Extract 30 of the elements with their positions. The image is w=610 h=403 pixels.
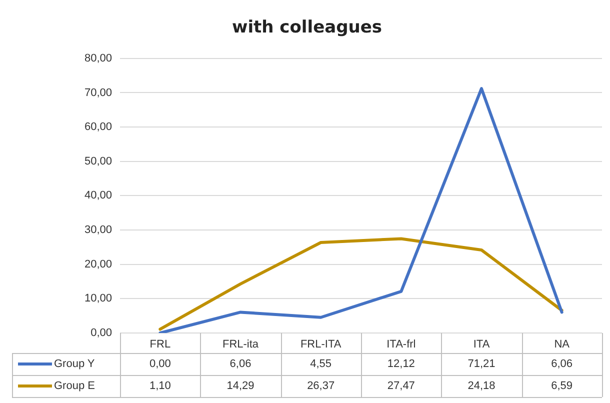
data-label: 6,06 [230,358,252,370]
data-label: 12,12 [387,358,415,370]
y-tick-label: 70,00 [84,86,112,99]
y-tick-label: 50,00 [84,155,112,168]
data-label: 71,21 [468,358,496,370]
y-tick-label: 30,00 [84,224,112,236]
data-label: 6,06 [551,358,573,370]
data-label: 4,55 [310,358,332,370]
x-tick-label: FRL-ITA [300,338,342,351]
x-tick-label: NA [554,338,570,351]
x-tick-label: FRL [150,338,171,351]
y-tick-label: 60,00 [84,121,112,134]
data-label: 24,18 [468,380,496,392]
legend-label: Group E [54,380,95,392]
y-tick-label: 0,00 [90,327,112,340]
data-label: 26,37 [307,380,335,392]
y-tick-label: 40,00 [84,190,112,202]
chart-title: with colleagues [232,18,382,38]
x-tick-label: FRL-ita [222,338,260,351]
data-label: 0,00 [149,358,171,370]
legend-label: Group Y [54,358,96,370]
y-tick-label: 80,00 [84,52,112,64]
data-label: 14,29 [226,380,254,392]
y-tick-label: 10,00 [84,292,112,305]
data-label: 6,59 [551,380,573,392]
data-label: 27,47 [387,380,415,392]
y-tick-label: 20,00 [84,258,112,270]
data-label: 1,10 [149,380,171,392]
x-tick-label: ITA-frl [386,338,416,351]
x-tick-label: ITA [473,338,490,351]
